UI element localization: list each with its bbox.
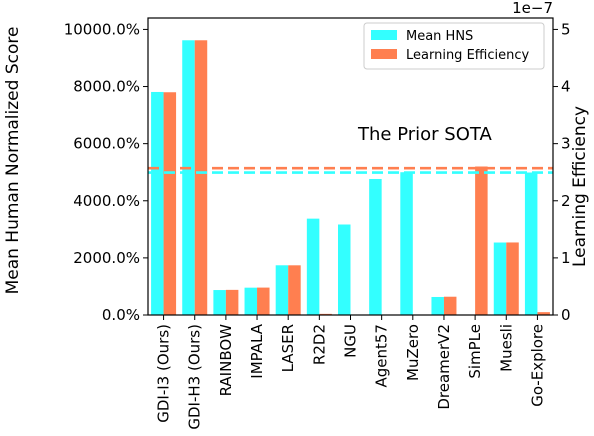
y-tick-label: 8000.0% [73, 78, 140, 96]
right-y-axis: 0 1 2 3 4 5 [553, 20, 571, 324]
y2-axis-title: Learning Efficiency [570, 106, 590, 267]
bar-learning-efficiency [288, 265, 301, 315]
legend: Mean HNS Learning Efficiency [363, 22, 545, 70]
x-tick-label: RAINBOW [217, 324, 235, 397]
bars [151, 40, 550, 316]
x-tick-label: Go-Explore [528, 324, 546, 407]
bar-learning-efficiency [225, 289, 239, 315]
x-tick-label: Agent57 [373, 324, 391, 388]
legend-swatch [371, 30, 397, 40]
y-tick-label: 4000.0% [73, 192, 140, 210]
bar-mean-hns [213, 290, 226, 315]
x-tick-label: DreamerV2 [435, 324, 453, 410]
x-axis: GDI-I3 (Ours) GDI-H3 (Ours) RAINBOW IMPALA L… [155, 315, 546, 430]
y2-tick-label: 2 [561, 192, 571, 210]
plot-frame [147, 17, 554, 316]
bar-mean-hns [338, 224, 351, 315]
bar-mean-hns [182, 40, 195, 316]
bar-learning-efficiency [475, 166, 488, 315]
bar-learning-efficiency [257, 287, 270, 315]
y2-tick-label: 4 [561, 78, 571, 96]
legend-label: Learning Efficiency [406, 48, 529, 63]
bar-learning-efficiency [537, 312, 550, 315]
bar-learning-efficiency [506, 242, 519, 315]
x-tick-label: NGU [342, 324, 360, 358]
y-axis-title: Mean Human Normalized Score [3, 27, 23, 295]
y-tick-label: 2000.0% [73, 249, 140, 267]
y2-offset-label: 1e−7 [512, 0, 553, 17]
left-y-axis: 0.0% 2000.0% 4000.0% 6000.0% 8000.0% 10000.0% [64, 20, 148, 324]
y2-tick-label: 1 [561, 249, 571, 267]
bar-mean-hns [493, 242, 507, 315]
bar-mean-hns [369, 178, 382, 315]
annotation-prior-sota: The Prior SOTA [357, 124, 492, 145]
bar-learning-efficiency [194, 40, 208, 316]
x-tick-label: IMPALA [248, 323, 266, 378]
x-tick-label: GDI-H3 (Ours) [186, 324, 204, 430]
x-tick-label: GDI-I3 (Ours) [155, 324, 173, 423]
bar-mean-hns [306, 218, 320, 315]
bar-mean-hns [151, 91, 164, 316]
reference-lines [148, 166, 553, 174]
bar-learning-efficiency [443, 296, 457, 315]
y-tick-label: 10000.0% [64, 20, 140, 38]
y2-tick-label: 0 [561, 306, 571, 324]
bar-learning-efficiency [163, 92, 177, 315]
x-tick-label: LASER [279, 324, 297, 372]
bar-mean-hns [400, 172, 413, 315]
legend-swatch [371, 49, 397, 59]
bar-mean-hns [524, 172, 538, 315]
y-tick-label: 6000.0% [73, 135, 140, 153]
x-tick-label: R2D2 [310, 324, 328, 365]
legend-box [363, 22, 545, 70]
x-tick-label: MuZero [404, 324, 422, 381]
x-tick-label: Muesli [497, 324, 515, 372]
bar-mean-hns [275, 265, 289, 315]
bar-mean-hns [431, 296, 444, 315]
x-tick-label: SimPLe [466, 324, 484, 379]
y2-tick-label: 3 [561, 135, 571, 153]
y2-tick-label: 5 [561, 20, 571, 38]
bar-mean-hns [244, 287, 258, 315]
y-tick-label: 0.0% [102, 306, 140, 324]
legend-label: Mean HNS [406, 29, 473, 44]
